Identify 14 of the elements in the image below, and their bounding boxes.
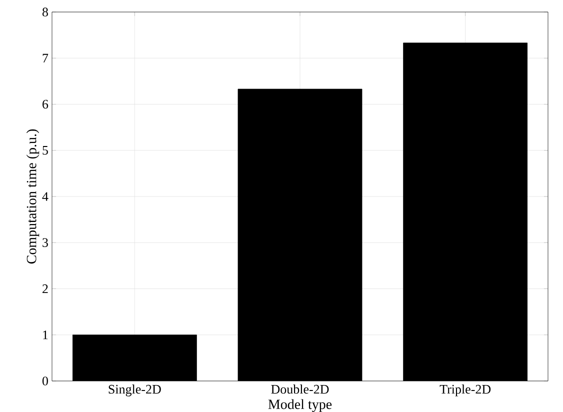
y-tick-label: 7 bbox=[42, 54, 48, 62]
x-tick-label: Double-2D bbox=[271, 384, 329, 394]
y-tick-label: 0 bbox=[42, 376, 48, 386]
y-tick-label: 8 bbox=[42, 8, 48, 16]
x-axis-title: Model type bbox=[268, 399, 332, 412]
y-tick-label: 3 bbox=[42, 238, 48, 247]
y-tick-label: 1 bbox=[43, 330, 48, 340]
y-axis-title: Computation time (p.u.) bbox=[26, 129, 40, 264]
y-tick-label: 5 bbox=[42, 146, 48, 155]
x-tick-label: Single-2D bbox=[108, 384, 161, 396]
y-tick-label: 2 bbox=[42, 284, 48, 294]
y-tick-label: 4 bbox=[42, 192, 48, 201]
y-tick-label: 6 bbox=[42, 100, 48, 109]
x-tick-label: Triple-2D bbox=[440, 384, 491, 396]
